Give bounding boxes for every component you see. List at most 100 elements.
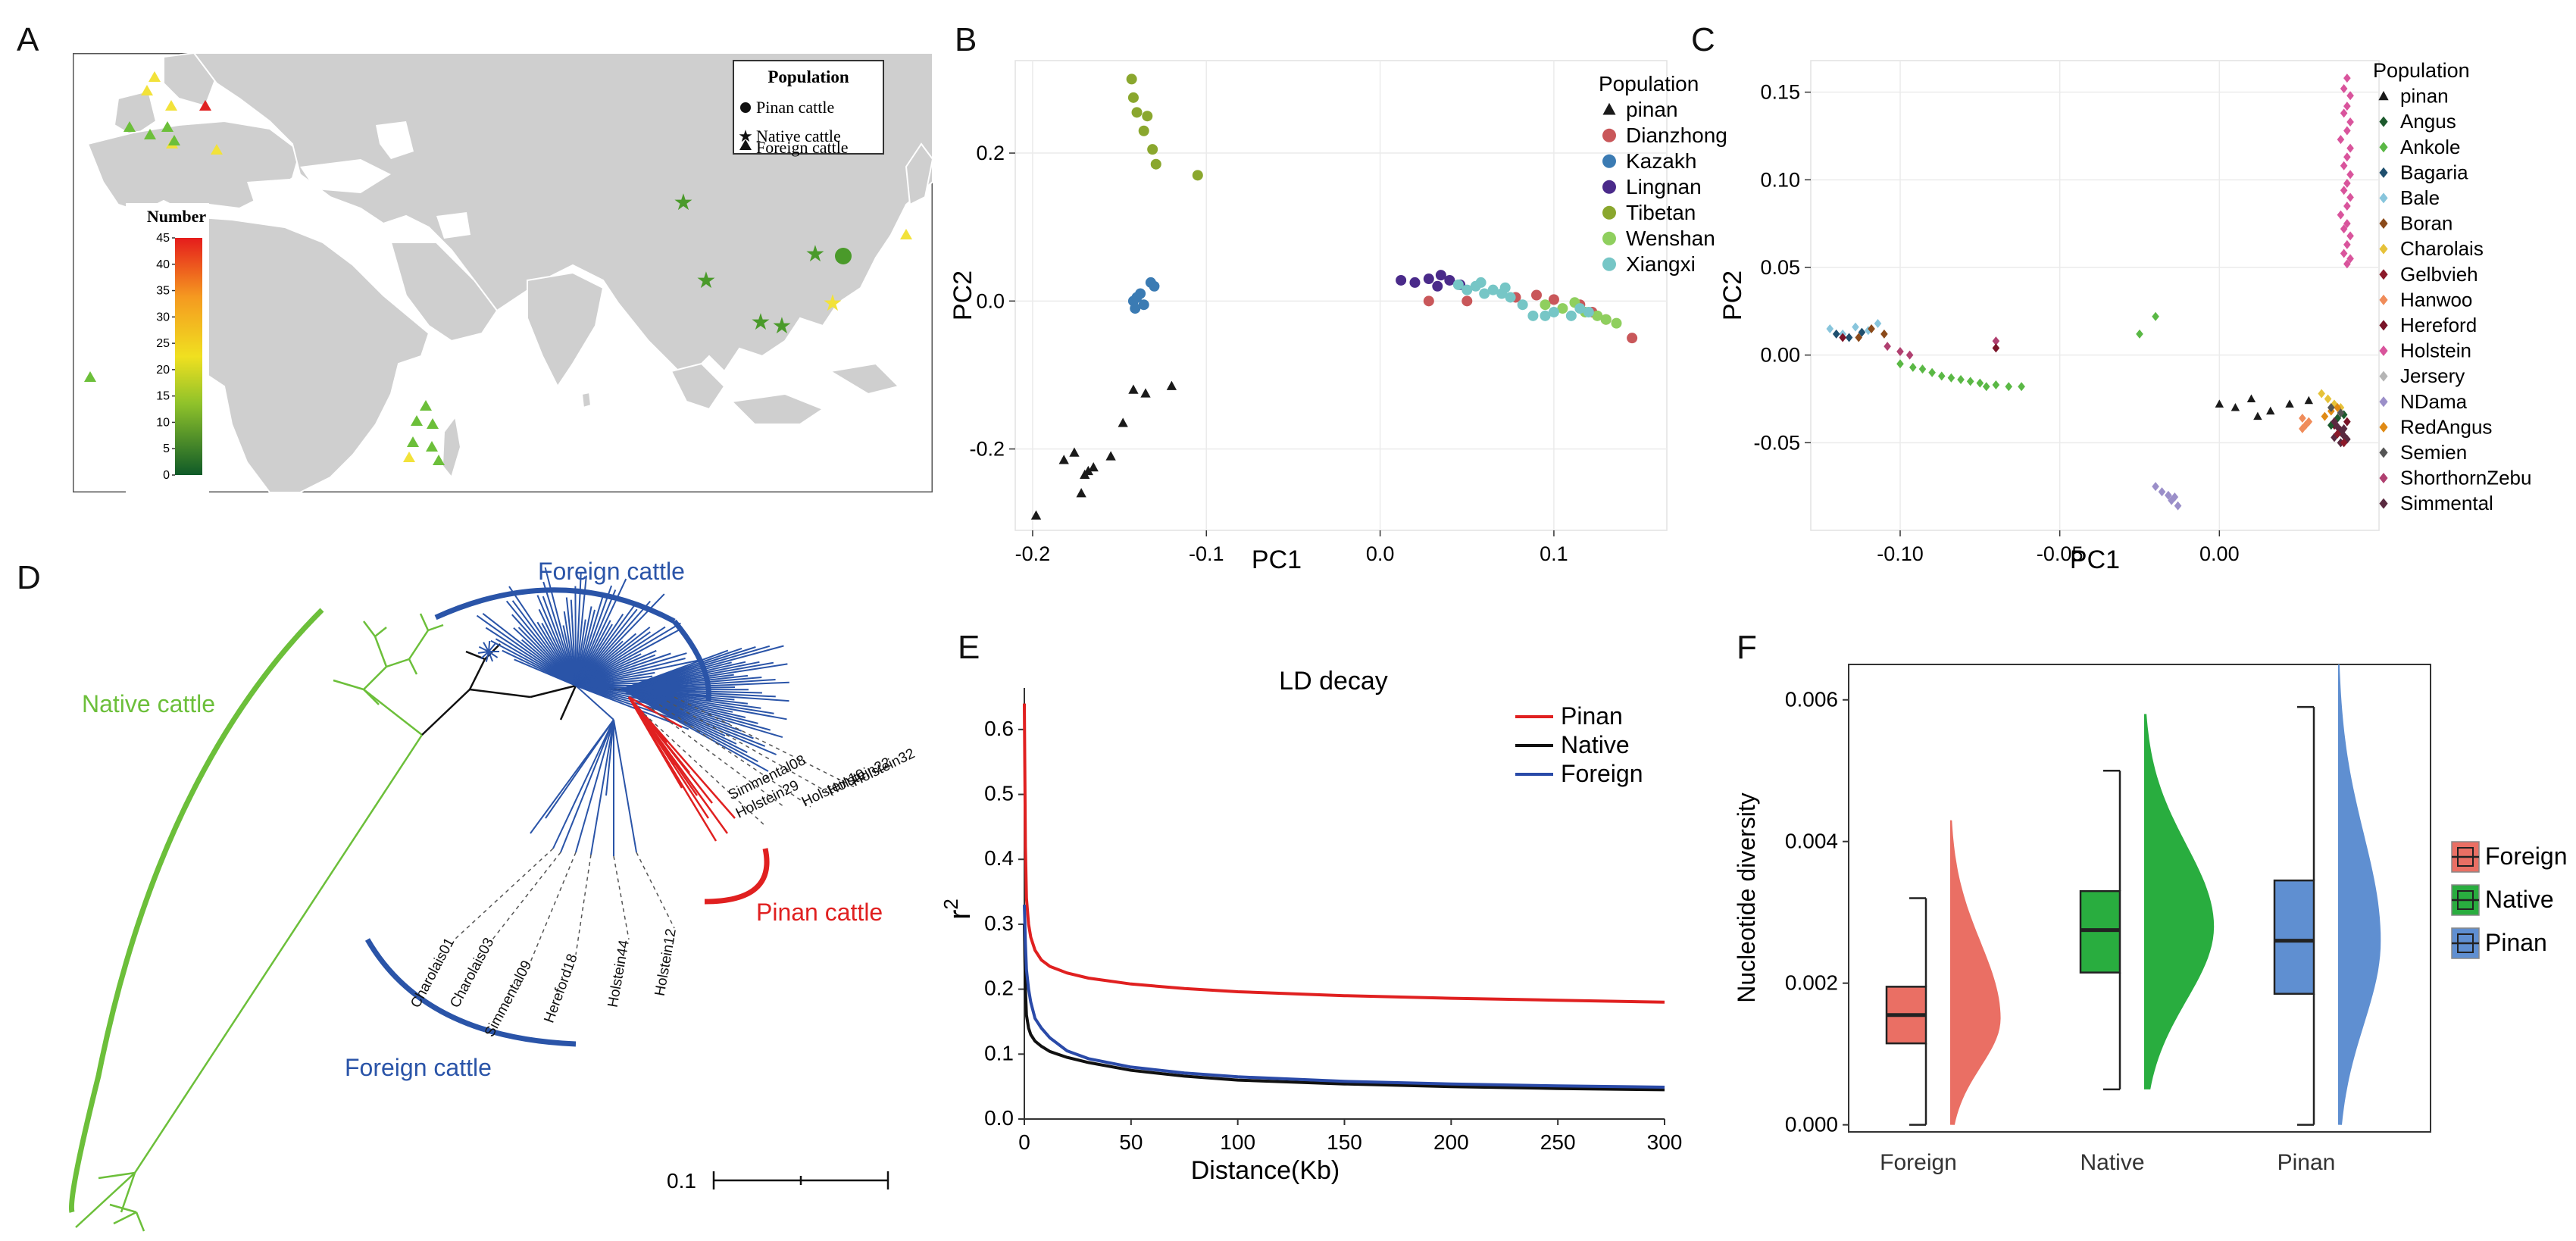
svg-text:★: ★ — [696, 268, 717, 293]
legend-marker-pinan — [2378, 91, 2389, 101]
point-pinan — [2215, 399, 2224, 408]
x-tick-label: -0.05 — [2037, 542, 2084, 565]
map-marker-pinan — [835, 248, 852, 264]
point-ndama — [2158, 487, 2166, 497]
ld-ylabel: r2 — [939, 899, 977, 920]
tree-branch — [575, 685, 614, 721]
legend-label-native: Native — [2485, 886, 2554, 913]
legend-label-pinan: pinan — [2400, 85, 2449, 108]
tree-branch — [575, 719, 614, 853]
legend-label-lingnan: Lingnan — [1626, 175, 1702, 198]
y-tick-label: -0.2 — [969, 438, 1005, 461]
x-tick-label: 150 — [1327, 1130, 1362, 1154]
map-legend-label-pinan: Pinan cattle — [756, 98, 834, 117]
point-pinan — [2266, 406, 2275, 415]
legend-marker-simmental — [2379, 498, 2388, 509]
y-tick-label: 0.2 — [984, 977, 1014, 1000]
point-hanwoo — [2299, 413, 2306, 423]
panel-label-d: D — [17, 559, 41, 596]
x-tick-label: 300 — [1647, 1130, 1683, 1154]
point-dianzhong — [1531, 289, 1542, 301]
point-wenshan — [1611, 317, 1622, 329]
leaf-label: Holstein12 — [652, 927, 680, 997]
point-lingnan — [1396, 274, 1407, 286]
tree-branch — [485, 627, 577, 686]
y-tick-label: 0.2 — [976, 142, 1005, 164]
legend-label-foreign: Foreign — [2485, 842, 2568, 870]
map-legend: Population Pinan cattle ★ Native cattle … — [733, 60, 884, 157]
tree-branch — [575, 600, 651, 686]
svg-text:★: ★ — [772, 314, 792, 339]
pca-b-xlabel: PC1 — [1252, 545, 1302, 574]
x-tick-label: 50 — [1119, 1130, 1143, 1154]
y-tick-label: 0.00 — [1760, 344, 1800, 367]
pca-c-ylabel: PC2 — [1718, 270, 1747, 320]
panel-label-e: E — [958, 629, 980, 666]
point-bale — [1874, 319, 1882, 329]
x-tick-label: 100 — [1220, 1130, 1255, 1154]
y-tick-label: 0.6 — [984, 717, 1014, 740]
tree-branch — [483, 642, 489, 652]
point-tibetan — [1131, 107, 1143, 118]
tree-leaf-connectors — [454, 696, 857, 963]
tree-pinan-branches — [627, 696, 736, 842]
legend-label-tibetan: Tibetan — [1626, 201, 1696, 224]
tree-branch — [542, 595, 577, 686]
legend-marker-tibetan — [1602, 205, 1616, 220]
legend-label-ankole: Ankole — [2400, 136, 2461, 158]
tree-branch — [488, 651, 494, 662]
ld-xlabel: Distance(Kb) — [1191, 1156, 1340, 1185]
point-holstein — [2346, 170, 2354, 180]
y-tick-label: -0.05 — [1753, 431, 1800, 454]
point-holstein — [2346, 117, 2354, 127]
tree-branch — [575, 685, 689, 730]
point-lingnan — [1423, 274, 1434, 285]
point-ankole — [2136, 329, 2143, 339]
point-ankole — [1896, 359, 1904, 369]
tree-foreign-branches — [476, 567, 789, 856]
tree-branch — [605, 719, 614, 796]
point-pinan — [2246, 394, 2256, 402]
map-water — [247, 121, 470, 239]
y-tick-label: 0.006 — [1785, 688, 1838, 711]
colorbar-tick-label: 0 — [163, 469, 170, 482]
x-tick-label: -0.1 — [1189, 542, 1224, 565]
point-charolais — [2318, 389, 2325, 399]
point-ndama — [2165, 490, 2172, 500]
legend-label-pinan: pinan — [1626, 98, 1678, 121]
leaf-label: Hereford18 — [541, 952, 580, 1026]
ld-decay-panel: 0 50 100 150 200 250 3000.00.10.20.30.40.50.6 … — [939, 667, 1683, 1185]
point-pinan — [1166, 380, 1177, 390]
point-holstein — [2343, 259, 2351, 269]
y-tick-label: 0.000 — [1785, 1113, 1838, 1136]
colorbar-tick-label: 15 — [156, 390, 170, 403]
point-shorthornzebu — [1896, 347, 1904, 357]
legend-label-holstein: Holstein — [2400, 339, 2471, 362]
point-boran — [1880, 329, 1888, 339]
ld-line-native — [1023, 924, 1665, 1092]
point-xiangxi — [1475, 277, 1487, 288]
x-tick-label: 0 — [1018, 1130, 1030, 1154]
colorbar-tick-label: 25 — [156, 337, 170, 350]
point-shorthornzebu — [1884, 342, 1891, 352]
legend-label-pinan: Pinan — [2485, 929, 2547, 956]
legend-label-redangus: RedAngus — [2400, 415, 2492, 438]
box-pinan — [2273, 879, 2315, 995]
tree-branch — [488, 651, 499, 658]
point-holstein — [2343, 239, 2351, 249]
point-kazakh — [1138, 299, 1149, 311]
tree-branch — [542, 581, 577, 686]
legend-label-wenshan: Wenshan — [1626, 227, 1715, 250]
category-label-pinan: Pinan — [2277, 1150, 2336, 1175]
y-tick-label: 0.1 — [984, 1041, 1014, 1064]
colorbar-tick-label: 10 — [156, 416, 170, 429]
phylo-tree-panel: Holstein32 Holstein22 Holstein10 Simment… — [68, 558, 918, 1232]
map-markers-native: ★ ★ ★ ★ ★ ★ — [674, 190, 843, 339]
svg-text:★: ★ — [805, 242, 826, 267]
x-tick-label: 250 — [1540, 1130, 1576, 1154]
point-kazakh — [1149, 280, 1160, 292]
point-pinan — [1128, 384, 1139, 394]
diversity-plot-frame — [1848, 664, 2431, 1133]
y-tick-label: 0.4 — [984, 846, 1014, 870]
